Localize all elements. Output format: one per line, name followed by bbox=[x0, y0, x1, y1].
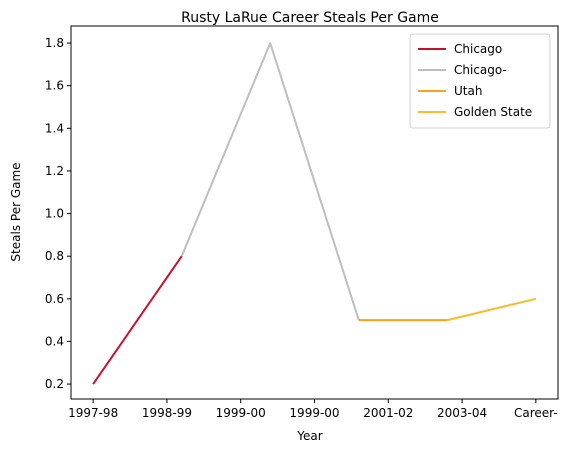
series-line-1 bbox=[180, 42, 360, 321]
y-tick-label: 0.6 bbox=[45, 292, 64, 306]
y-tick-label: 0.8 bbox=[45, 249, 64, 263]
legend-label-0: Chicago bbox=[454, 42, 502, 56]
x-tick-label: 2001-02 bbox=[363, 406, 413, 420]
legend: Chicago Chicago- Utah Golden State bbox=[409, 33, 551, 129]
y-tick-label: 0.2 bbox=[45, 377, 64, 391]
y-tick-label: 1.4 bbox=[45, 121, 64, 135]
x-tick-label: 1998-99 bbox=[142, 406, 192, 420]
x-tick-label: 1999-00 bbox=[216, 406, 266, 420]
y-axis: 0.2 0.4 0.6 0.8 1.0 1.2 1.4 1.6 1.8 bbox=[45, 36, 71, 391]
y-axis-label: Steals Per Game bbox=[9, 162, 23, 261]
x-tick-label: 1997-98 bbox=[68, 406, 118, 420]
y-tick-label: 1.0 bbox=[45, 207, 64, 221]
series-line-0 bbox=[92, 255, 183, 385]
series-line-3 bbox=[447, 297, 537, 322]
x-tick-label: Career- bbox=[514, 406, 558, 420]
chart-title: Rusty LaRue Career Steals Per Game bbox=[181, 10, 439, 26]
legend-label-2: Utah bbox=[454, 84, 482, 98]
y-tick-label: 1.2 bbox=[45, 164, 64, 178]
x-tick-label: 2003-04 bbox=[437, 406, 487, 420]
legend-label-1: Chicago- bbox=[454, 63, 507, 77]
x-axis-label: Year bbox=[296, 429, 322, 443]
y-tick-label: 1.8 bbox=[45, 36, 64, 50]
plot-lines bbox=[92, 42, 537, 385]
y-tick-label: 1.6 bbox=[45, 79, 64, 93]
x-tick-label: 1999-00 bbox=[289, 406, 339, 420]
x-axis: 1997-98 1998-99 1999-00 1999-00 2001-02 2003-… bbox=[68, 399, 558, 420]
legend-label-3: Golden State bbox=[454, 105, 532, 119]
y-tick-label: 0.4 bbox=[45, 334, 64, 348]
legend-box bbox=[409, 33, 551, 129]
